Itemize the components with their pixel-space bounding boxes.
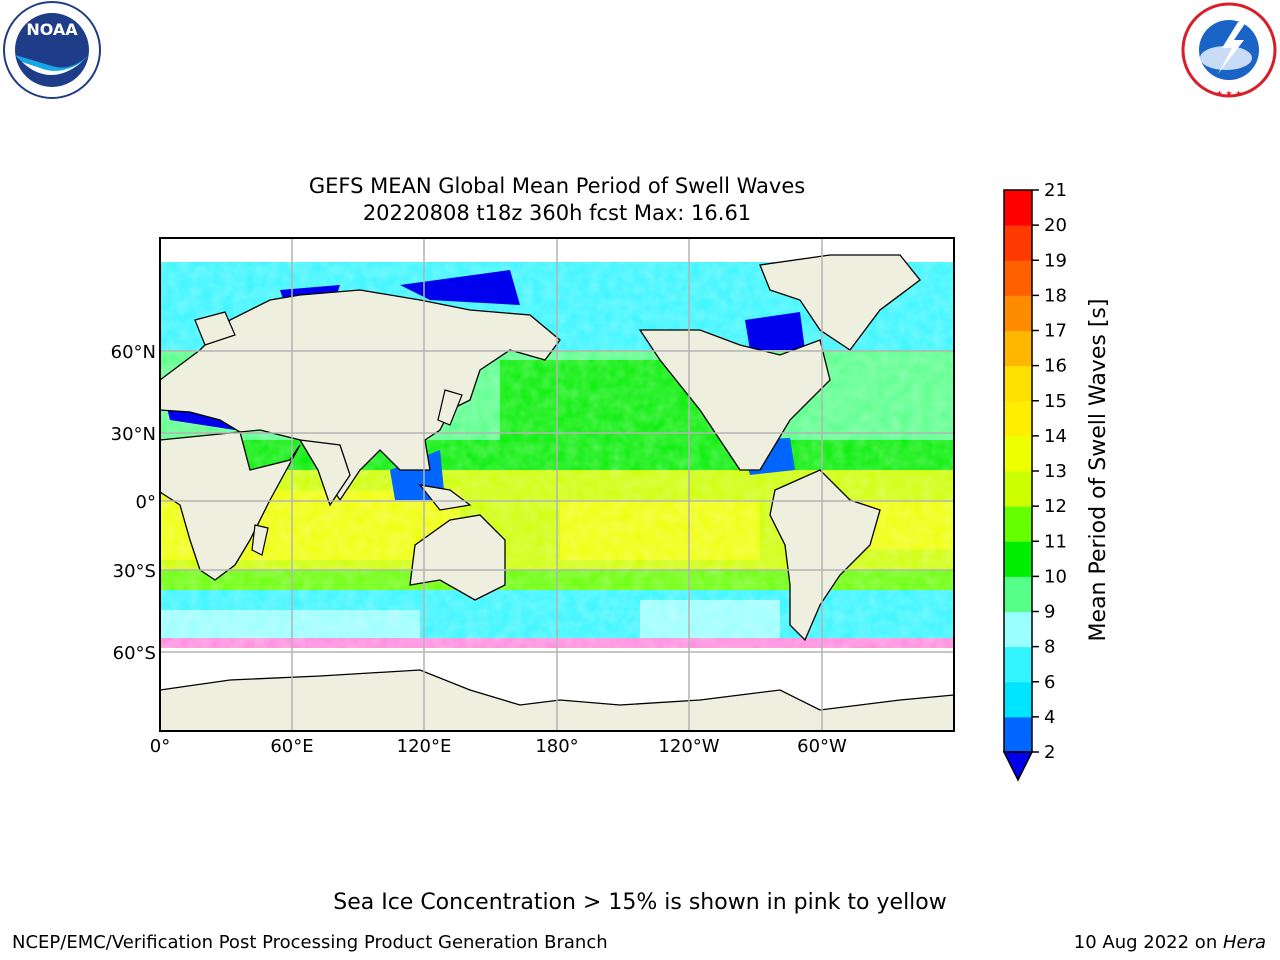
map-gridlines (160, 238, 954, 731)
colorbar-tick-label: 13 (1044, 461, 1067, 482)
colorbar-tick-label: 4 (1044, 707, 1055, 728)
colorbar-segment (1004, 611, 1032, 648)
chart-subtitle: 20220808 t18z 360h fcst Max: 16.61 (362, 201, 752, 225)
footer-left: NCEP/EMC/Verification Post Processing Pr… (12, 932, 608, 953)
land-greenland (759, 254, 921, 351)
colorbar-segment (1004, 260, 1032, 296)
map-area (160, 238, 954, 731)
lat-label: 60°N (111, 342, 156, 363)
colorbar-tick-label: 15 (1044, 391, 1067, 412)
colorbar-tick-label: 8 (1044, 637, 1055, 658)
colorbar-tick-label: 10 (1044, 566, 1067, 587)
lon-label: 60°E (270, 736, 313, 757)
lon-label: 60°W (797, 736, 847, 757)
footer-right: 10 Aug 2022 on Hera (1074, 932, 1266, 953)
lon-label: 120°E (397, 736, 452, 757)
colorbar-segment (1004, 330, 1032, 367)
lat-label: 60°S (113, 643, 156, 664)
lon-label: 120°W (658, 736, 719, 757)
colorbar-segment (1004, 365, 1032, 402)
colorbar-tick-label: 9 (1044, 602, 1055, 623)
nws-logo: ★ ★ ★ (1181, 2, 1277, 98)
colorbar-tick-label: 18 (1044, 285, 1067, 306)
colorbar-segment (1004, 716, 1032, 753)
colorbar-ticks: 2 4 6 8 9 10 11 12 13 14 15 16 17 18 19 20 21 (1032, 180, 1067, 763)
colorbar-segment (1004, 506, 1032, 542)
chart-title: GEFS MEAN Global Mean Period of Swell Wa… (308, 174, 806, 198)
colorbar-segment (1004, 190, 1032, 226)
lat-label: 30°S (113, 561, 156, 582)
colorbar-tick-label: 6 (1044, 672, 1055, 693)
noaa-logo: NOAA (3, 1, 101, 99)
lat-label: 0° (136, 492, 156, 513)
colorbar-tick-label: 16 (1044, 356, 1067, 377)
colorbar-under-arrow (1002, 751, 1034, 782)
footer-machine: Hera (1222, 932, 1266, 953)
colorbar-segment (1004, 295, 1032, 331)
colorbar-tick-label: 11 (1044, 531, 1067, 552)
lat-label: 30°N (111, 424, 156, 445)
land-india (298, 439, 351, 507)
colorbar-segment (1004, 435, 1032, 472)
colorbar-segment (1004, 681, 1032, 718)
lon-label: 0° (150, 736, 170, 757)
colorbar-tick-label: 2 (1044, 742, 1055, 763)
colorbar-tick-label: 12 (1044, 496, 1067, 517)
colorbar-segment (1004, 576, 1032, 612)
colorbar-segment (1004, 225, 1032, 261)
colorbar (1002, 189, 1034, 782)
map-border (159, 237, 955, 732)
colorbar-segment (1004, 646, 1032, 683)
colorbar-segment (1004, 400, 1032, 437)
sea-ice-note: Sea Ice Concentration > 15% is shown in … (333, 890, 947, 915)
colorbar-label: Mean Period of Swell Waves [s] (1086, 299, 1111, 642)
footer-date: 10 Aug 2022 on (1073, 932, 1223, 953)
colorbar-tick-label: 20 (1044, 215, 1067, 236)
colorbar-tick-label: 14 (1044, 426, 1067, 447)
colorbar-tick-label: 21 (1044, 180, 1067, 201)
colorbar-tick-label: 19 (1044, 250, 1067, 271)
land-south-america (769, 469, 881, 642)
colorbar-segment (1004, 471, 1032, 507)
land-africa (160, 431, 301, 581)
colorbar-tick-label: 17 (1044, 321, 1067, 342)
lon-label: 180° (535, 736, 578, 757)
noaa-logo-text: NOAA (26, 20, 78, 39)
svg-text:★ ★ ★: ★ ★ ★ (1216, 89, 1243, 98)
land-australia (409, 514, 506, 601)
colorbar-segment (1004, 541, 1032, 577)
